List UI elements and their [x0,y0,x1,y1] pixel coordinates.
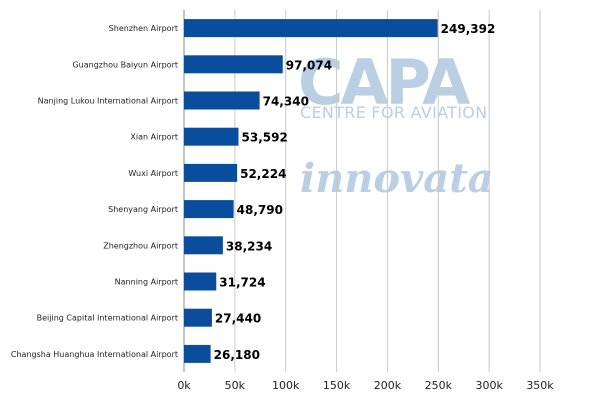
category-label: Nanjing Lukou International Airport [38,97,178,106]
bar [184,236,223,255]
x-tick-label: 300k [475,379,503,392]
bar [184,200,234,219]
category-label: Xian Airport [130,133,178,142]
data-label: 48,790 [237,203,283,217]
bar [184,308,212,327]
category-labels: Shenzhen Airport Guangzhou Baiyun Airport… [11,24,178,359]
bar [184,127,239,146]
category-label: Changsha Huanghua International Airport [11,350,178,359]
bars [184,19,438,363]
bar [184,272,217,291]
data-label: 26,180 [214,348,260,362]
category-label: Zhengzhou Airport [103,241,178,250]
category-label: Wuxi Airport [128,169,178,178]
data-label: 53,592 [242,131,288,145]
x-tick-label: 200k [374,379,402,392]
bar [184,344,211,363]
bar [184,91,260,110]
data-label: 249,392 [441,22,496,36]
capa-watermark-logo: CAPA [298,46,470,119]
watermark: CAPA CENTRE FOR AVIATION innovata [298,46,494,202]
x-tick-label: 250k [425,379,453,392]
category-label: Shenyang Airport [108,205,178,214]
capa-watermark-subtitle: CENTRE FOR AVIATION [300,103,487,122]
data-label: 27,440 [215,312,261,326]
innovata-watermark-logo: innovata [300,155,494,202]
data-labels: 249,392 97,074 74,340 53,592 52,224 48,790 38,… [214,22,496,362]
x-axis: 0k 50k 100k 150k 200k 250k 300k 350k [177,379,554,392]
data-label: 31,724 [219,276,265,290]
x-tick-label: 350k [526,379,554,392]
data-label: 38,234 [226,239,272,253]
bar [184,19,438,38]
x-tick-label: 50k [225,379,246,392]
x-tick-label: 150k [323,379,351,392]
data-label: 97,074 [286,58,332,72]
category-label: Beijing Capital International Airport [37,314,178,323]
bar [184,163,238,182]
x-tick-label: 0k [177,379,191,392]
category-label: Shenzhen Airport [109,24,178,33]
category-label: Guangzhou Baiyun Airport [72,60,178,69]
data-label: 74,340 [263,95,309,109]
bar [184,55,283,74]
category-label: Nanning Airport [115,278,178,287]
data-label: 52,224 [240,167,286,181]
x-tick-label: 100k [272,379,300,392]
